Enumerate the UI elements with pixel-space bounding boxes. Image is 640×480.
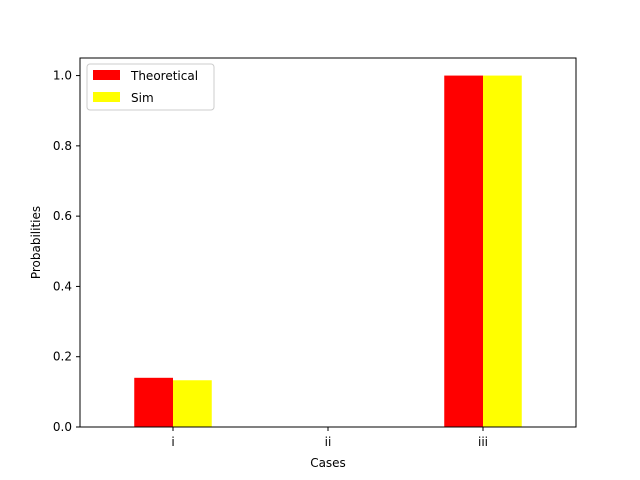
- legend-label-theoretical: Theoretical: [130, 69, 198, 83]
- x-tick-label: iii: [478, 435, 488, 449]
- y-tick-label: 1.0: [53, 69, 72, 83]
- x-tick-label: ii: [325, 435, 332, 449]
- y-tick-label: 0.2: [53, 350, 72, 364]
- y-tick-label: 0.4: [53, 279, 72, 293]
- bar-theoretical-i: [134, 377, 173, 427]
- y-ticks: 0.0 0.2 0.4 0.6 0.8 1.0: [53, 69, 80, 434]
- x-ticks: i ii iii: [171, 427, 488, 449]
- legend: Theoretical Sim: [86, 63, 215, 111]
- y-tick-label: 0.0: [53, 420, 72, 434]
- legend-swatch-theoretical: [93, 70, 120, 80]
- y-tick-label: 0.8: [53, 139, 72, 153]
- x-axis-label: Cases: [310, 456, 346, 470]
- bar-sim-iii: [483, 75, 522, 428]
- bar-sim-i: [173, 380, 212, 427]
- legend-swatch-sim: [93, 92, 120, 102]
- legend-label-sim: Sim: [131, 91, 154, 105]
- y-tick-label: 0.6: [53, 209, 72, 223]
- x-tick-label: i: [171, 435, 174, 449]
- bar-theoretical-iii: [444, 75, 483, 428]
- y-axis-label: Probabilities: [29, 206, 43, 279]
- bars-layer: [134, 75, 522, 428]
